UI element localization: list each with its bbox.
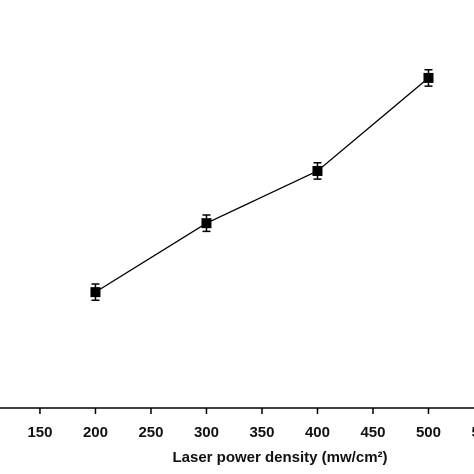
x-tick-label: 550: [471, 424, 474, 441]
x-tick-label: 500: [416, 424, 441, 441]
x-tick-label: 450: [360, 424, 385, 441]
series-line: [95, 77, 429, 293]
marker: [423, 72, 434, 83]
marker: [201, 218, 212, 229]
x-tick-label: 300: [194, 424, 219, 441]
x-tick-label: 350: [249, 424, 274, 441]
x-tick-label: 400: [305, 424, 330, 441]
marker: [90, 287, 101, 298]
x-axis-label: Laser power density (mw/cm²): [172, 449, 387, 466]
x-tick-label: 200: [83, 424, 108, 441]
marker: [312, 165, 323, 176]
x-tick-label: 250: [138, 424, 163, 441]
x-tick-label: 150: [27, 424, 52, 441]
